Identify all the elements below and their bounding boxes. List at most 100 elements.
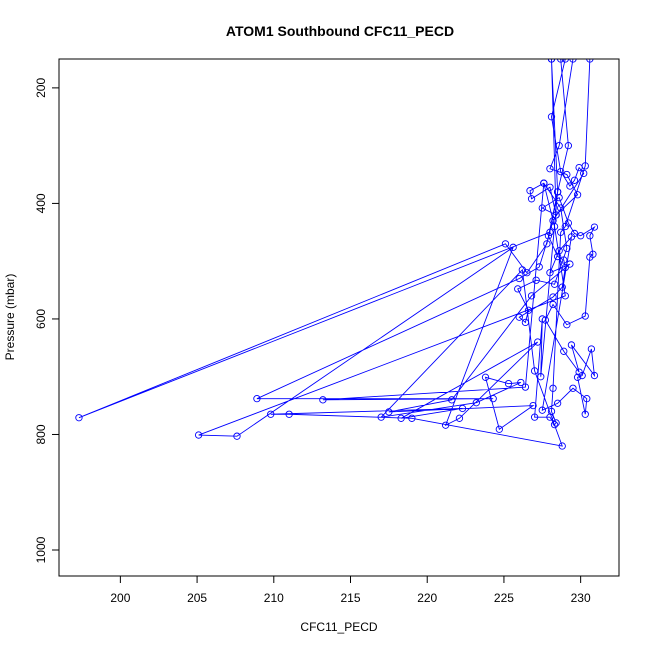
data-point [458, 404, 467, 413]
data-point [555, 141, 563, 150]
x-axis-label: CFC11_PECD [300, 620, 377, 634]
x-tick-label: 205 [187, 591, 207, 605]
data-point [566, 182, 574, 190]
data-point [576, 232, 585, 240]
data-point [194, 431, 203, 439]
data-point [587, 345, 596, 353]
data-point [547, 113, 556, 121]
data-point [541, 316, 550, 324]
y-axis-label: Pressure (mbar) [3, 274, 17, 361]
x-tick-label: 230 [571, 591, 591, 605]
data-point [509, 243, 517, 251]
data-point [535, 263, 543, 271]
data-point [532, 276, 540, 284]
data-point [550, 420, 559, 429]
data-point [557, 204, 565, 212]
data-point [589, 250, 597, 258]
x-tick-label: 210 [264, 591, 284, 605]
x-tick-label: 215 [340, 591, 360, 605]
data-point [563, 321, 571, 329]
data-point [538, 315, 546, 323]
data-point [385, 408, 393, 416]
data-point [481, 373, 490, 381]
data-point [517, 378, 525, 387]
data-point [549, 293, 557, 301]
data-point [546, 228, 554, 236]
data-point [557, 59, 565, 63]
data-point [253, 395, 261, 403]
data-point [472, 399, 480, 407]
data-point [564, 141, 573, 150]
data-point [552, 211, 560, 219]
data-point [75, 414, 83, 422]
data-point [550, 280, 559, 288]
data-point [527, 195, 536, 203]
data-point [569, 384, 577, 392]
data-point [521, 318, 530, 327]
data-point [549, 217, 557, 225]
data-point [553, 399, 562, 407]
data-point [529, 401, 537, 410]
y-tick-label: 200 [34, 78, 48, 98]
data-point [408, 414, 416, 422]
data-point [558, 283, 566, 291]
data-point [573, 191, 582, 199]
data-point [580, 169, 588, 178]
data-point [547, 59, 556, 63]
data-point [583, 395, 591, 403]
x-tick-label: 200 [110, 591, 130, 605]
data-point [590, 223, 599, 231]
x-tick-label: 225 [494, 591, 514, 605]
y-tick-label: 400 [34, 193, 48, 213]
data-point [570, 229, 579, 238]
data-point [561, 222, 569, 231]
chart-title: ATOM1 Southbound CFC11_PECD [226, 23, 454, 39]
data-point [495, 425, 503, 433]
data-point [538, 406, 546, 414]
data-point [549, 384, 557, 392]
data-point [534, 338, 542, 346]
data-point [267, 410, 275, 418]
y-tick-label: 600 [34, 309, 48, 329]
data-point [552, 419, 560, 427]
data-point [544, 232, 553, 240]
data-point [543, 240, 551, 248]
data-point [581, 162, 589, 170]
data-point [448, 396, 456, 404]
data-point [515, 313, 523, 321]
data-point [561, 263, 569, 272]
data-point [441, 421, 450, 429]
data-point [518, 266, 526, 274]
data-point [538, 204, 546, 212]
data-point [515, 274, 523, 283]
data-point [590, 371, 599, 380]
data-point [526, 187, 534, 195]
series-line [78, 59, 596, 447]
data-point [575, 368, 583, 376]
data-point [527, 292, 536, 300]
data-point [561, 59, 569, 63]
y-axis: 200 400 600 800 1000 [34, 78, 60, 563]
data-point [489, 395, 497, 403]
data-point [546, 183, 554, 191]
data-point [530, 413, 539, 421]
data-point [514, 285, 522, 293]
data-point [546, 269, 554, 277]
data-point [586, 232, 594, 240]
data-point [546, 165, 554, 173]
data-point [560, 256, 568, 264]
data-point [569, 59, 577, 63]
data-point [570, 176, 579, 184]
data-layer [75, 59, 599, 450]
data-point [546, 413, 554, 421]
data-point [319, 396, 327, 404]
data-point [553, 252, 562, 261]
data-point [501, 240, 510, 248]
data-point [524, 306, 533, 314]
data-point [540, 179, 548, 187]
data-point [553, 188, 562, 196]
data-point [233, 432, 241, 440]
data-point [558, 442, 566, 450]
data-point [549, 300, 557, 309]
